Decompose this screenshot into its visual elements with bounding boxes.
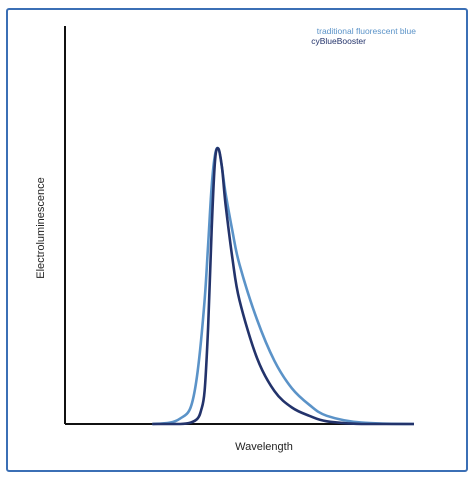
legend-label-cybluebooster: cyBlueBooster	[311, 36, 366, 46]
chart-frame	[6, 8, 468, 472]
x-axis-label: Wavelength	[235, 441, 293, 453]
y-axis-label: Electroluminescence	[35, 177, 47, 279]
series-line-cybluebooster	[152, 146, 414, 426]
legend-label-traditional-fluorescent-blue: traditional fluorescent blue	[317, 26, 417, 36]
series-layer	[152, 146, 415, 426]
series-line-traditional-fluorescent-blue	[152, 146, 415, 426]
